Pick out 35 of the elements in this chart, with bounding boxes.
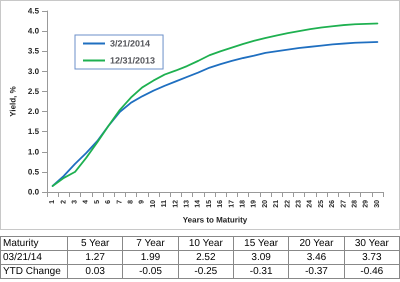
y-axis-title: Yield, % xyxy=(8,86,18,117)
text: 3.09 xyxy=(233,250,289,264)
text: 3.73 xyxy=(344,250,400,264)
text: -0.31 xyxy=(233,264,289,278)
y-tick-label: 2.5 xyxy=(28,86,40,96)
text: 15 Year xyxy=(233,236,289,250)
x-axis-title: Years to Maturity xyxy=(182,216,248,224)
legend-label: 12/31/2013 xyxy=(110,56,156,66)
text: 30 Year xyxy=(344,236,400,250)
text: 10 Year xyxy=(178,236,234,250)
text: -0.25 xyxy=(178,264,234,278)
y-tick-label: 2.0 xyxy=(28,107,40,116)
text: 1.99 xyxy=(122,250,178,264)
y-tick-label: 4.0 xyxy=(28,26,40,36)
y-tick-label: 1.0 xyxy=(28,147,40,156)
text: -0.46 xyxy=(344,264,400,278)
y-tick-label: 1.5 xyxy=(28,127,40,136)
text: Maturity xyxy=(0,236,68,250)
y-tick-label: 4.5 xyxy=(28,6,40,16)
text: 2.52 xyxy=(178,250,234,264)
y-tick-label: 3.0 xyxy=(28,66,40,76)
legend-label: 3/21/2014 xyxy=(110,38,150,48)
text: YTD Change xyxy=(0,264,68,278)
text: -0.37 xyxy=(288,264,344,278)
text: 1.27 xyxy=(68,250,123,264)
text: -0.05 xyxy=(122,264,178,278)
y-tick-label: 3.5 xyxy=(28,46,40,56)
text: 3.46 xyxy=(288,250,344,264)
text: 0.03 xyxy=(68,264,123,278)
text: 03/21/14 xyxy=(0,250,68,264)
y-tick-label: 0.0 xyxy=(28,188,40,196)
y-tick-label: 0.5 xyxy=(28,167,40,176)
text: 20 Year xyxy=(288,236,344,250)
text: 7 Year xyxy=(122,236,178,250)
text: 5 Year xyxy=(68,236,123,250)
